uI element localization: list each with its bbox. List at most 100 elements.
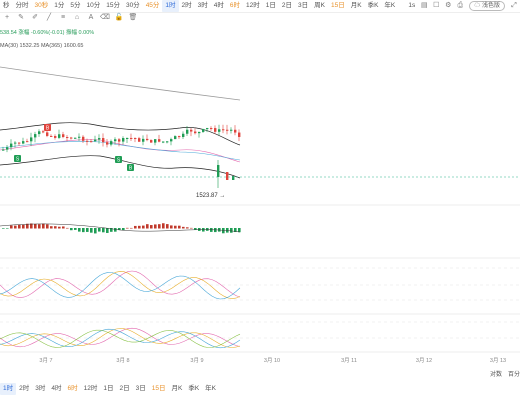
macd-bar — [50, 226, 53, 229]
interval-5[interactable]: 10分 — [86, 2, 101, 9]
interval-11[interactable]: 3时 — [197, 2, 208, 9]
cloud-icon: ☁ — [474, 3, 481, 9]
macd-bar — [2, 228, 5, 229]
macd-bar — [166, 224, 169, 229]
percent-scale-toggle[interactable]: 百分 — [507, 372, 520, 378]
bottom-interval-bar: 1时 2时 3时 4时 6时 12时 1日 2日 3日 15日 月K 季K 年K — [0, 383, 520, 395]
text-icon[interactable]: A — [88, 14, 94, 21]
candle — [234, 129, 237, 133]
candle — [222, 129, 225, 131]
candle — [2, 149, 5, 151]
candle — [138, 138, 141, 142]
brush-icon[interactable]: ✐ — [32, 14, 38, 21]
macd-bar — [22, 224, 25, 229]
candle — [78, 136, 81, 138]
bottom-interval-1[interactable]: 2时 — [19, 385, 30, 392]
x-axis-label: 3月 12 — [416, 357, 432, 364]
macd-bar — [6, 228, 9, 229]
interval-0[interactable]: 秒 — [3, 2, 10, 9]
candle-icon[interactable]: ▤ — [420, 2, 428, 9]
trash-icon[interactable]: 🗑 — [128, 14, 138, 21]
pencil-icon[interactable]: ✎ — [18, 14, 24, 21]
interval-8[interactable]: 45分 — [145, 2, 160, 9]
settings-icon[interactable]: ⚙ — [445, 2, 452, 9]
fullscreen-icon[interactable]: ⤢ — [511, 2, 517, 9]
camera-icon[interactable]: ⎙ — [457, 2, 464, 9]
candle — [118, 139, 121, 142]
candle — [162, 141, 165, 143]
macd-bar — [218, 228, 221, 232]
bottom-interval-3[interactable]: 4时 — [51, 385, 62, 392]
interval-12[interactable]: 4时 — [213, 2, 224, 9]
candle — [174, 136, 177, 140]
candle — [238, 132, 241, 137]
candle — [42, 131, 45, 133]
candle — [30, 137, 33, 142]
interval-21[interactable]: 季K — [367, 2, 379, 9]
interval-4[interactable]: 5分 — [70, 2, 81, 9]
line-icon[interactable]: ╱ — [46, 14, 52, 21]
macd-bar — [150, 225, 153, 229]
candle — [210, 128, 213, 130]
eraser-icon[interactable]: ⌫ — [100, 14, 110, 21]
range-label[interactable]: 1s — [408, 2, 416, 9]
candle — [214, 128, 217, 132]
macd-bar — [78, 228, 81, 232]
candle — [217, 165, 220, 177]
candle — [198, 131, 201, 134]
interval-22[interactable]: 年K — [384, 2, 396, 9]
macd-bar — [178, 225, 181, 229]
interval-18[interactable]: 周K — [314, 2, 325, 9]
x-axis-label: 3月 10 — [264, 357, 280, 364]
lock-icon[interactable]: 🔓 — [114, 14, 124, 21]
interval-7[interactable]: 30分 — [125, 2, 140, 9]
bottom-interval-6[interactable]: 1日 — [103, 385, 114, 392]
bottom-interval-9[interactable]: 15日 — [151, 385, 166, 392]
interval-17[interactable]: 3日 — [298, 2, 309, 9]
crosshair-icon[interactable]: + — [4, 14, 10, 21]
candle — [74, 137, 77, 139]
interval-13[interactable]: 6时 — [229, 2, 241, 9]
candle — [154, 139, 157, 143]
interval-6[interactable]: 15分 — [106, 2, 120, 9]
interval-16[interactable]: 2日 — [281, 2, 293, 9]
interval-2[interactable]: 30秒 — [34, 2, 49, 9]
bottom-interval-4[interactable]: 6时 — [67, 385, 78, 392]
candle — [202, 129, 205, 132]
candle — [22, 141, 25, 144]
candle — [106, 142, 109, 145]
fib-icon[interactable]: ≡ — [60, 14, 66, 21]
macd-bar — [54, 226, 57, 229]
interval-19[interactable]: 15日 — [331, 2, 345, 9]
candle — [10, 143, 13, 148]
oscillator-line — [0, 329, 241, 348]
square-icon[interactable]: ☐ — [433, 2, 440, 9]
shape-icon[interactable]: ⌂ — [74, 14, 80, 21]
interval-20[interactable]: 月K — [350, 2, 362, 9]
interval-15[interactable]: 1日 — [265, 2, 276, 9]
bottom-interval-2[interactable]: 3时 — [35, 385, 46, 392]
bottom-interval-0[interactable]: 1时 — [0, 383, 17, 395]
log-scale-toggle[interactable]: 对数 — [489, 372, 502, 378]
bottom-interval-12[interactable]: 年K — [205, 385, 216, 392]
interval-list: 秒分时 30秒 1分 5分 10分 15分 30分 45分 1时 2时 3时 4时 6时 12时 1日 2日 3… — [0, 0, 398, 12]
macd-bar — [182, 226, 185, 229]
macd-bar — [190, 227, 193, 229]
macd-bar — [230, 228, 233, 233]
bottom-interval-10[interactable]: 月K — [171, 385, 183, 392]
bottom-interval-8[interactable]: 3日 — [135, 385, 146, 392]
bottom-interval-11[interactable]: 季K — [188, 385, 200, 392]
interval-14[interactable]: 12时 — [246, 2, 260, 9]
candle — [142, 138, 145, 142]
macd-bar — [110, 228, 113, 232]
interval-10[interactable]: 2时 — [181, 2, 192, 9]
bottom-interval-5[interactable]: 12时 — [83, 385, 98, 392]
interval-3[interactable]: 1分 — [54, 2, 65, 9]
bottom-interval-7[interactable]: 2日 — [119, 385, 130, 392]
theme-toggle[interactable]: ☁ 浅色版 — [469, 1, 505, 11]
candle — [54, 136, 57, 138]
interval-9[interactable]: 1时 — [162, 0, 179, 12]
trade-marker — [127, 164, 134, 171]
interval-1[interactable]: 分时 — [15, 2, 29, 9]
